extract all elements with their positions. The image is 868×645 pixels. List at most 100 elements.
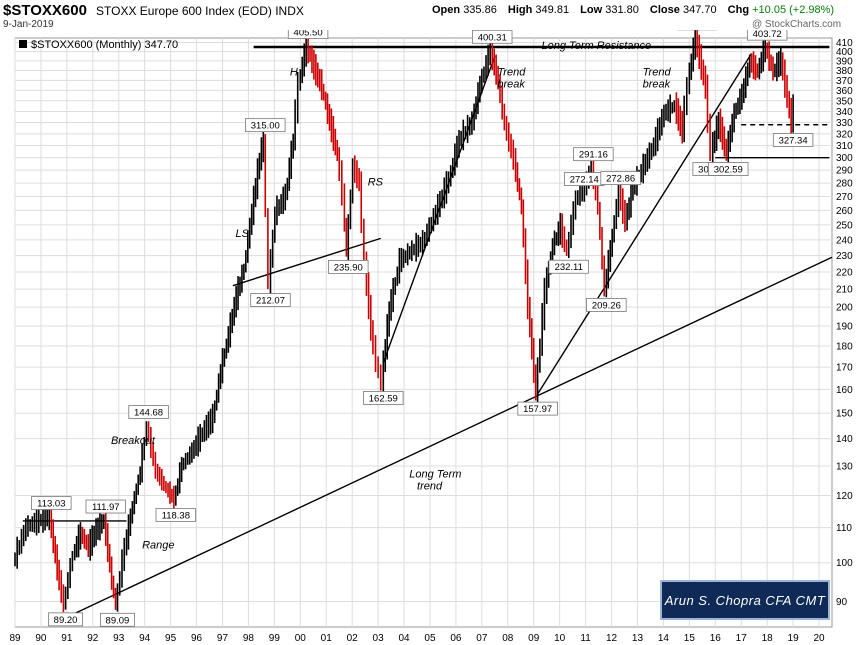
price-label-box	[48, 612, 83, 627]
y-tick-label: 380	[836, 66, 853, 77]
price-label-box	[586, 298, 627, 312]
price-label-box	[31, 496, 72, 510]
y-tick-label: 270	[836, 192, 853, 203]
price-label: 209.26	[592, 300, 621, 311]
y-tick-label: 140	[836, 434, 853, 445]
price-label: 400.31	[478, 32, 507, 43]
chart-annotation: Long Term	[409, 469, 461, 481]
price-label-box	[128, 405, 169, 419]
ohlc-readout: Open 335.86 High 349.81 Low 331.80 Close…	[432, 4, 842, 16]
price-label: 162.59	[369, 393, 398, 404]
y-tick-label: 400	[836, 47, 853, 58]
chart-legend: $STOXX600 (Monthly) 347.70	[19, 39, 178, 51]
trendline	[63, 256, 833, 619]
chart-date: 9-Jan-2019	[3, 19, 54, 30]
x-tick-label: 05	[424, 633, 436, 644]
x-tick-label: 93	[113, 633, 125, 644]
x-tick-label: 09	[528, 633, 540, 644]
y-tick-label: 390	[836, 56, 853, 67]
y-tick-label: 310	[836, 141, 853, 152]
price-label-box	[85, 499, 126, 514]
chg-label: Chg	[727, 4, 750, 16]
x-tick-label: 10	[554, 633, 566, 644]
price-label-box	[155, 508, 197, 522]
x-tick-label: 01	[321, 633, 333, 644]
y-tick-label: 370	[836, 76, 853, 87]
y-tick-label: 100	[836, 558, 853, 569]
author-signature: Arun S. Chopra CFA CMT	[660, 580, 830, 620]
y-tick-label: 200	[836, 303, 853, 314]
x-tick-label: 90	[35, 633, 47, 644]
price-label-box	[746, 30, 788, 41]
x-tick-label: 04	[398, 633, 410, 644]
y-tick-label: 110	[836, 523, 852, 534]
x-tick-label: 17	[736, 633, 748, 644]
price-label-box	[708, 162, 749, 176]
price-label-box	[363, 391, 404, 405]
x-tick-label: 99	[269, 633, 281, 644]
price-label: 272.86	[606, 174, 635, 185]
price-label: 111.97	[92, 502, 120, 513]
y-tick-label: 190	[836, 322, 853, 333]
price-label: 212.07	[256, 296, 285, 307]
price-label-box	[287, 30, 329, 39]
y-tick-label: 290	[836, 166, 853, 177]
x-tick-label: 94	[139, 633, 151, 644]
price-label: 291.16	[579, 150, 608, 161]
y-tick-label: 130	[836, 461, 853, 472]
price-label-box	[250, 293, 291, 307]
chart-annotation: Trend	[643, 66, 672, 78]
symbol-title: $STOXX600	[3, 2, 87, 19]
price-label-box	[600, 171, 641, 186]
y-tick-label: 300	[836, 153, 853, 164]
x-tick-label: 02	[347, 633, 359, 644]
low-label: Low	[580, 4, 603, 16]
price-label: 232.11	[555, 262, 583, 273]
chart-annotation: RS	[368, 177, 384, 189]
price-label-box	[772, 133, 814, 147]
x-tick-label: 00	[295, 633, 307, 644]
price-label: 327.34	[779, 135, 808, 146]
x-tick-label: 12	[606, 633, 618, 644]
x-tick-label: 91	[61, 633, 73, 644]
low-value: 331.80	[605, 4, 639, 16]
price-label: 89.20	[54, 615, 78, 626]
price-label: 113.03	[37, 499, 65, 510]
y-tick-label: 330	[836, 118, 853, 129]
chart-annotation: Breakout	[111, 435, 156, 447]
chart-annotation: break	[497, 78, 525, 90]
y-tick-label: 170	[836, 363, 853, 374]
y-tick-label: 180	[836, 341, 853, 352]
plot-frame	[14, 37, 833, 628]
y-tick-label: 250	[836, 220, 853, 231]
x-tick-label: 11	[580, 633, 591, 644]
x-tick-label: 97	[217, 633, 229, 644]
chart-annotation: H	[290, 66, 298, 78]
x-tick-label: 15	[684, 633, 696, 644]
y-tick-label: 410	[836, 38, 853, 49]
watermark: @ StockCharts.com	[752, 19, 842, 30]
price-label: 315.00	[251, 121, 280, 132]
price-label: 89.09	[106, 615, 130, 626]
chart-annotation: LS	[235, 228, 249, 240]
price-label-box	[573, 147, 614, 162]
price-label-box	[548, 259, 589, 274]
x-tick-label: 95	[165, 633, 177, 644]
open-label: Open	[432, 4, 461, 16]
x-tick-label: 13	[632, 633, 644, 644]
x-tick-label: 14	[658, 633, 670, 644]
y-tick-label: 230	[836, 251, 853, 262]
x-tick-label: 18	[762, 633, 774, 644]
x-tick-label: 06	[450, 633, 462, 644]
price-label-box	[100, 612, 135, 627]
close-label: Close	[649, 4, 680, 16]
x-tick-label: 96	[191, 633, 203, 644]
price-label: 405.50	[294, 30, 323, 39]
chart-annotation: break	[643, 78, 671, 90]
y-tick-label: 160	[836, 385, 853, 396]
y-tick-label: 260	[836, 206, 853, 217]
high-value: 349.81	[535, 4, 570, 16]
legend-text: $STOXX600 (Monthly) 347.70	[31, 39, 178, 51]
index-name: STOXX Europe 600 Index (EOD) INDX	[96, 4, 304, 18]
trendline	[537, 53, 753, 395]
